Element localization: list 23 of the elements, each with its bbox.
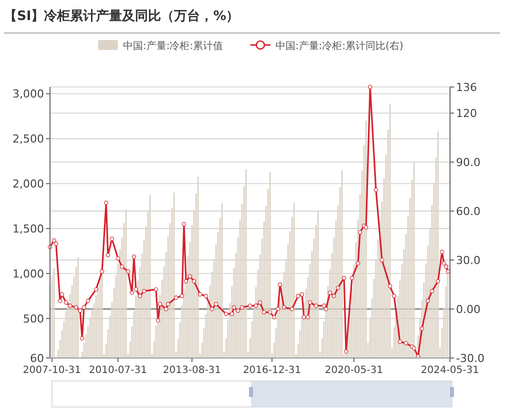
x-tick-label: 2016-12-31 [242, 365, 302, 376]
y-tick-label: 1,500 [12, 222, 44, 236]
y2-tick-label: 90.0 [456, 156, 480, 170]
x-tick-label: 2007-10-31 [22, 365, 82, 376]
x-tick-label: 2010-07-31 [88, 365, 147, 376]
y2-tick-label: 120 [456, 107, 477, 120]
y-tick-label: 2,000 [12, 178, 44, 191]
y-tick-label: 500 [23, 312, 44, 326]
x-tick-label: 2020-05-31 [324, 365, 384, 376]
y-tick-label: 3,000 [12, 88, 44, 101]
legend-label: 中国:产量:冷柜:累计值 [123, 40, 224, 52]
y2-tick-label: 30.0 [456, 254, 480, 268]
y-tick-label: 1,000 [12, 268, 44, 281]
y-tick-label: 60 [30, 352, 44, 365]
y-tick-label: 2,500 [12, 132, 44, 146]
x-tick-label: 2024-05-31 [420, 365, 479, 376]
y2-tick-label: -30.0 [456, 352, 484, 365]
chart-title: 【SI】冷柜累计产量及同比（万台，%） [4, 8, 240, 24]
legend-label: 中国:产量:冷柜:累计同比(右) [275, 40, 404, 52]
x-tick-label: 2013-08-31 [162, 365, 222, 376]
y2-tick-label: 136 [456, 81, 477, 94]
y2-tick-label: 0.00 [456, 303, 480, 316]
y2-tick-label: 60.0 [456, 205, 480, 218]
